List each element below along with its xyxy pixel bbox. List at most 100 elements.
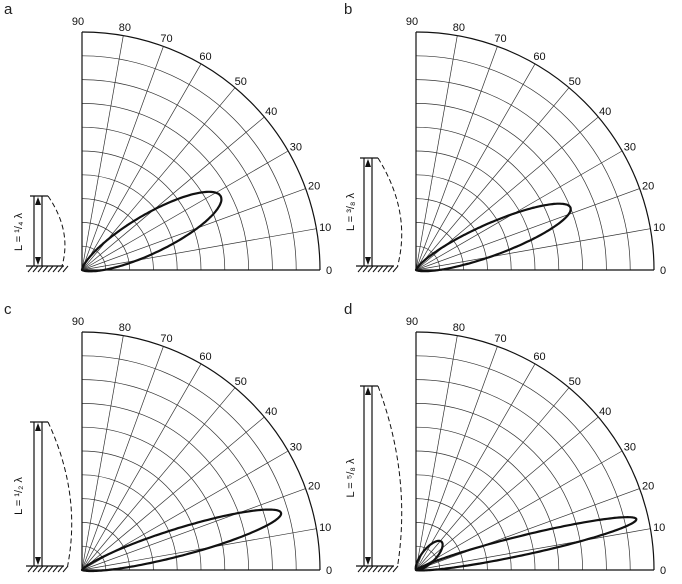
ground-hatch <box>387 565 394 573</box>
ground-hatch <box>27 265 34 273</box>
grid-arc <box>415 79 607 271</box>
ground-hatch <box>27 565 34 573</box>
angle-tick-label: 60 <box>533 351 545 363</box>
angle-tick-label: 20 <box>642 181 654 193</box>
grid-arc <box>415 545 441 571</box>
angle-tick-label: 30 <box>290 442 302 454</box>
grid-arc <box>81 245 107 271</box>
grid-arc <box>81 55 297 271</box>
radiation-lobe <box>414 516 638 572</box>
panel-b: b 0 10 20 30 40 50 60 70 80 90 L = ³/₈ λ <box>344 1 666 277</box>
ground-hatch <box>42 565 49 573</box>
angle-tick-label: 20 <box>308 481 320 493</box>
angle-tick-label: 0 <box>660 565 666 577</box>
grid-arc <box>415 379 607 571</box>
ground-hatch <box>362 265 369 273</box>
ground-hatch <box>62 265 69 273</box>
grid-arc <box>81 79 273 271</box>
radial-line <box>81 346 164 571</box>
grid-arc <box>81 174 178 271</box>
grid-arc <box>81 522 130 571</box>
radial-line <box>415 35 458 271</box>
angle-tick-label: 90 <box>406 316 418 328</box>
angle-tick-label: 20 <box>308 181 320 193</box>
dimension-arrow <box>365 257 371 265</box>
radial-line <box>81 150 289 271</box>
antenna-length-label: L = ³/₈ λ <box>345 192 357 231</box>
grid-arc <box>415 198 488 271</box>
radiation-lobe <box>414 202 572 273</box>
angle-tick-label: 70 <box>160 33 172 45</box>
radial-line <box>81 188 306 271</box>
angle-tick-label: 90 <box>406 16 418 28</box>
panel-letter: b <box>344 1 352 18</box>
angle-tick-label: 40 <box>599 106 611 118</box>
angle-tick-label: 0 <box>660 265 666 277</box>
outer-arc <box>81 331 321 571</box>
grid-arc <box>81 150 202 271</box>
grid-arc <box>415 150 536 271</box>
radial-line <box>415 87 570 271</box>
ground-hatch <box>367 565 374 573</box>
grid-arc <box>81 403 249 571</box>
ground-hatch <box>362 565 369 573</box>
ground-hatch <box>37 265 44 273</box>
radial-line <box>415 488 640 571</box>
radial-line <box>415 150 623 271</box>
dimension-arrow <box>35 257 41 265</box>
radial-line <box>415 46 498 271</box>
radial-line <box>415 528 651 571</box>
angle-tick-label: 10 <box>319 222 331 234</box>
dimension-arrow <box>365 159 371 167</box>
grid-arc <box>415 498 488 571</box>
grid-arc <box>415 103 583 271</box>
angle-tick-label: 40 <box>599 406 611 418</box>
dimension-arrow <box>365 387 371 395</box>
ground-hatch <box>62 565 69 573</box>
angle-tick-label: 10 <box>319 522 331 534</box>
ground-hatch <box>392 265 399 273</box>
radial-line <box>81 416 265 571</box>
angle-tick-label: 10 <box>653 222 665 234</box>
dimension-arrow <box>365 557 371 565</box>
ground-hatch <box>47 565 54 573</box>
radial-line <box>81 228 317 271</box>
panel-letter: c <box>4 301 12 318</box>
radial-line <box>81 335 124 571</box>
ground-hatch <box>377 565 384 573</box>
current-distribution-curve <box>377 385 403 567</box>
grid-arc <box>415 450 536 571</box>
current-distribution-curve <box>47 421 73 567</box>
grid-arc <box>81 198 154 271</box>
radial-line <box>81 488 306 571</box>
grid-arc <box>81 355 297 571</box>
grid-arc <box>81 545 107 571</box>
angle-tick-label: 50 <box>235 376 247 388</box>
radial-line <box>415 387 570 571</box>
ground-hatch <box>42 265 49 273</box>
grid-arc <box>81 426 226 571</box>
angle-tick-label: 80 <box>453 22 465 34</box>
radial-line <box>81 46 164 271</box>
grid-arc <box>415 222 464 271</box>
angle-tick-label: 80 <box>119 22 131 34</box>
angle-tick-label: 30 <box>290 142 302 154</box>
outer-arc <box>415 31 655 271</box>
ground-hatch <box>367 265 374 273</box>
angle-tick-label: 80 <box>453 322 465 334</box>
angle-tick-label: 20 <box>642 481 654 493</box>
grid-arc <box>81 450 202 571</box>
ground-hatch <box>37 565 44 573</box>
grid-arc <box>81 498 154 571</box>
ground-hatch <box>32 565 39 573</box>
grid-arc <box>415 55 631 271</box>
angle-tick-label: 90 <box>72 16 84 28</box>
ground-hatch <box>387 265 394 273</box>
angle-tick-label: 50 <box>235 76 247 88</box>
angle-tick-label: 70 <box>494 33 506 45</box>
radial-line <box>415 63 536 271</box>
grid-arc <box>81 474 178 571</box>
ground-hatch <box>372 265 379 273</box>
outer-arc <box>81 31 321 271</box>
